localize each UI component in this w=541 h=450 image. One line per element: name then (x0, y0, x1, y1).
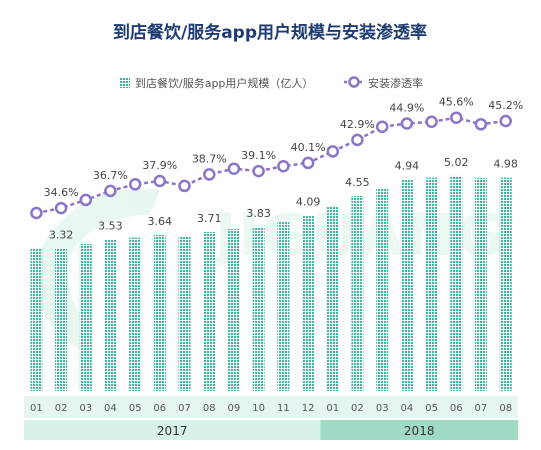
bar (302, 215, 315, 391)
line-series (30, 111, 512, 220)
line-point (351, 133, 364, 147)
line-point (252, 164, 265, 178)
bar (178, 236, 191, 391)
bar-series (30, 175, 512, 391)
bar (55, 248, 68, 391)
bar (252, 226, 265, 391)
line-value-label: 45.2% (488, 99, 523, 112)
line-point (104, 184, 117, 198)
bar (203, 232, 216, 391)
x-tick-label: 03 (79, 403, 92, 414)
line-value-label: 38.7% (192, 152, 227, 165)
bar-value-label: 4.55 (345, 176, 370, 189)
x-tick-label: 03 (376, 403, 389, 414)
watermark-logo-shape (35, 188, 160, 350)
line-value-label: 40.1% (291, 141, 326, 154)
bar (129, 237, 142, 391)
line-point (474, 118, 488, 131)
line-point (301, 156, 315, 170)
x-tick-label: 04 (401, 403, 414, 414)
x-tick-label: 11 (277, 403, 290, 414)
bar (153, 235, 166, 391)
bar-value-labels: 3.32 3.53 3.64 3.71 3.83 4.09 4.55 4.94 5.02 4.98 (49, 156, 518, 242)
line-point (153, 174, 167, 188)
x-tick-label: 06 (450, 403, 463, 414)
x-tick-label: 09 (228, 403, 241, 414)
bar-value-label: 3.83 (246, 207, 271, 220)
line-point (203, 168, 216, 181)
bar-value-label: 4.98 (493, 158, 518, 171)
year-label: 2017 (157, 424, 188, 438)
line-value-label: 44.9% (389, 102, 424, 115)
bar (30, 248, 43, 391)
month-band (24, 396, 518, 418)
line-point (450, 111, 463, 124)
bar-value-label: 3.53 (98, 220, 123, 233)
line-value-label: 34.6% (44, 186, 79, 199)
bar (425, 177, 438, 391)
x-tick-label: 07 (475, 403, 488, 414)
bar (376, 188, 389, 391)
line-value-labels: 34.6% 36.7% 37.9% 38.7% 39.1% 40.1% 42.9% 44.9%… (44, 96, 524, 199)
line-point (499, 114, 512, 128)
line-value-label: 39.1% (241, 149, 276, 162)
x-tick-label: 02 (351, 403, 364, 414)
year-label: 2018 (404, 424, 435, 438)
x-tick-label: 02 (55, 403, 68, 414)
line-point (30, 206, 43, 220)
bar (104, 239, 117, 391)
bar-value-label: 3.71 (197, 212, 222, 225)
x-tick-label: 06 (153, 403, 166, 414)
year-band (320, 420, 518, 440)
bar (79, 244, 92, 391)
x-tick-label: 12 (302, 403, 315, 414)
x-tick-label: 10 (252, 403, 265, 414)
bar-value-label: 4.09 (296, 196, 321, 209)
bar-value-label: 4.94 (395, 159, 420, 172)
bar (450, 175, 463, 391)
line-point (425, 115, 438, 129)
line-value-label: 36.7% (93, 169, 128, 182)
legend-line-label: 安装渗透率 (368, 76, 423, 90)
x-tick-label: 01 (30, 403, 43, 414)
line-point (400, 117, 414, 130)
line-point (277, 159, 290, 173)
line-value-label: 42.9% (340, 118, 375, 131)
x-tick-label: 05 (129, 403, 142, 414)
bar (326, 206, 339, 391)
bar (499, 177, 512, 391)
legend-bar-label: 到店餐饮/服务app用户规模（亿人） (135, 76, 313, 90)
x-tick-label: 07 (178, 403, 191, 414)
line-value-label: 45.6% (439, 96, 474, 109)
x-tick-label: 05 (425, 403, 438, 414)
year-band (24, 420, 321, 440)
line-point (128, 178, 142, 191)
line-point (227, 162, 241, 175)
legend: 到店餐饮/服务app用户规模（亿人） 安装渗透率 (119, 76, 423, 90)
x-tick-label: 08 (203, 403, 216, 414)
bar-value-label: 3.64 (148, 215, 173, 228)
line-point (178, 179, 191, 193)
line-point (375, 120, 389, 134)
line-point (54, 201, 68, 215)
legend-line-marker (348, 76, 360, 88)
x-tick-label: 08 (499, 403, 512, 414)
x-axis: 01 02 03 04 05 06 07 08 09 10 11 12 01 02 03 04 05 06 07 08… (24, 396, 518, 440)
bar (227, 229, 240, 391)
bar (277, 220, 290, 391)
x-tick-label: 01 (326, 403, 339, 414)
bar (400, 179, 413, 391)
bar (474, 178, 487, 391)
line-value-label: 37.9% (142, 159, 177, 172)
x-tick-label: 04 (104, 403, 117, 414)
bar-value-label: 3.32 (49, 229, 74, 242)
chart-title: 到店餐饮/服务app用户规模与安装渗透率 (113, 22, 427, 43)
legend-bar-swatch (119, 77, 130, 88)
line-point (326, 145, 340, 158)
bar-value-label: 5.02 (444, 156, 469, 169)
line-point (79, 193, 93, 207)
bar (351, 196, 364, 391)
